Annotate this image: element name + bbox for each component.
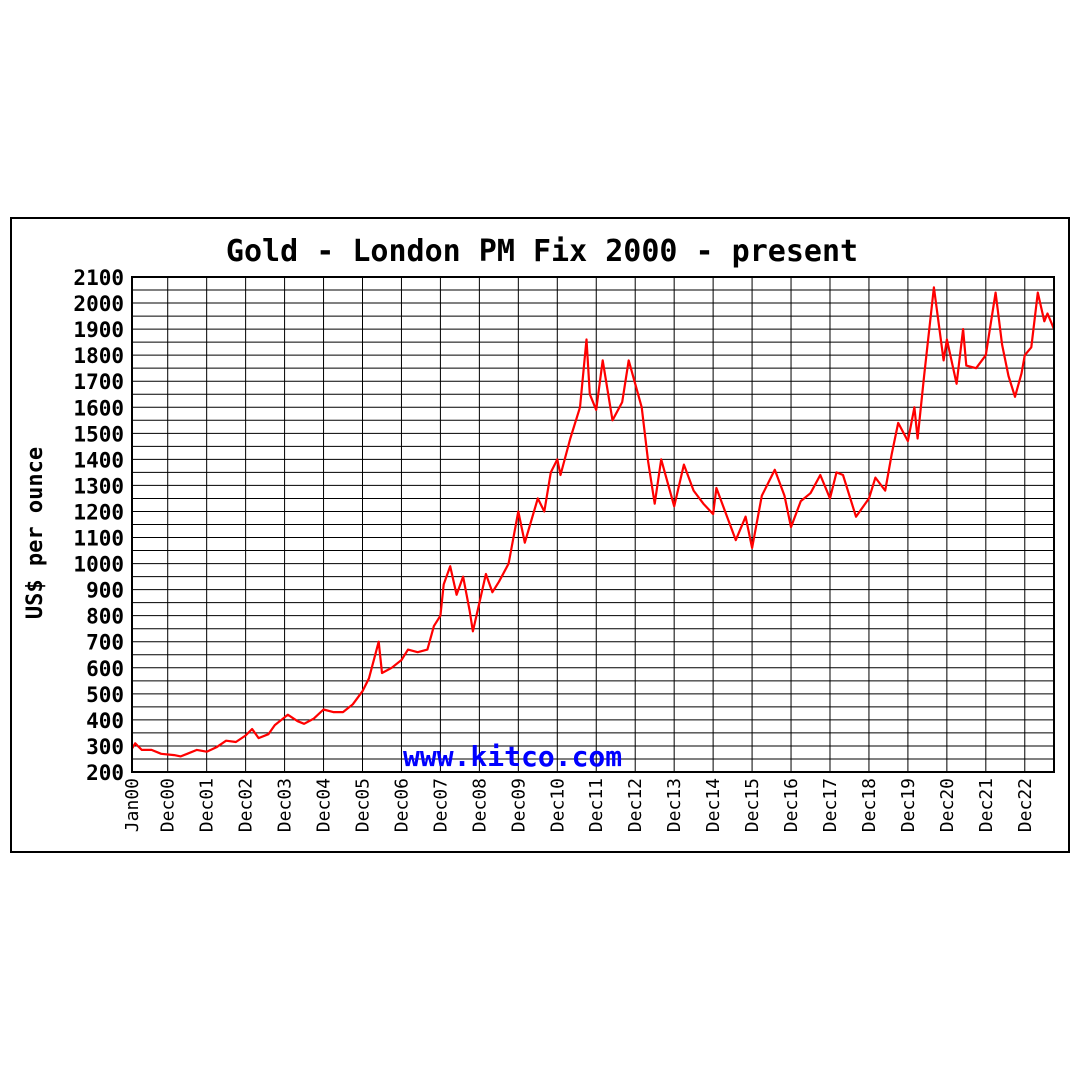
y-tick-label: 600 [86,657,124,681]
x-tick-label: Dec02 [236,778,257,832]
x-tick-label: Dec20 [937,778,958,832]
x-tick-label: Dec13 [664,778,685,832]
chart-frame: Gold - London PM Fix 2000 - present US$ … [10,217,1070,853]
y-tick-label: 800 [86,605,124,629]
series-line [131,286,1056,758]
x-tick-label: Dec16 [781,778,802,832]
x-tick-label: Dec14 [703,778,724,832]
x-tick-label: Dec22 [1015,778,1036,832]
y-tick-label: 1400 [73,448,124,472]
y-tick-label: 1600 [73,396,124,420]
x-axis-ticks: Jan00 Dec00 Dec01 Dec02 Dec03 Dec04 Dec05 Dec06… [122,778,1036,832]
x-tick-label: Dec21 [976,778,997,832]
y-tick-label: 1100 [73,527,124,551]
y-tick-label: 700 [86,631,124,655]
x-tick-label: Dec05 [353,778,374,832]
chart-title: Gold - London PM Fix 2000 - present [226,234,858,269]
plot-border [131,276,1055,773]
x-tick-label: Dec12 [625,778,646,832]
y-tick-label: 2000 [73,292,124,316]
y-tick-label: 900 [86,579,124,603]
y-tick-label: 1800 [73,344,124,368]
y-tick-label: 1700 [73,370,124,394]
x-tick-label: Dec09 [508,778,529,832]
x-tick-label: Jan00 [122,778,143,832]
y-axis-label: US$ per ounce [23,447,48,619]
y-tick-label: 500 [86,683,124,707]
x-tick-label: Dec15 [742,778,763,832]
y-tick-label: 300 [86,735,124,759]
x-tick-label: Dec06 [391,778,412,832]
series-layer [131,286,1056,758]
gold-price-chart: Gold - London PM Fix 2000 - present US$ … [23,234,1056,832]
y-tick-label: 2100 [73,266,124,290]
x-tick-label: Dec19 [898,778,919,832]
x-tick-label: Dec00 [158,778,179,832]
watermark-text: www.kitco.com [403,740,622,773]
x-tick-label: Dec18 [859,778,880,832]
y-tick-label: 1200 [73,500,124,524]
x-tick-label: Dec03 [275,778,296,832]
y-tick-label: 200 [86,761,124,785]
x-tick-label: Dec04 [314,778,335,832]
y-tick-label: 400 [86,709,124,733]
y-tick-label: 1000 [73,553,124,577]
grid [131,276,1054,773]
x-tick-label: Dec07 [430,778,451,832]
x-tick-label: Dec17 [820,778,841,832]
y-tick-label: 1300 [73,474,124,498]
y-tick-label: 1500 [73,422,124,446]
y-tick-label: 1900 [73,318,124,342]
x-tick-label: Dec08 [469,778,490,832]
x-tick-label: Dec11 [586,778,607,832]
x-tick-label: Dec10 [547,778,568,832]
x-tick-label: Dec01 [197,778,218,832]
